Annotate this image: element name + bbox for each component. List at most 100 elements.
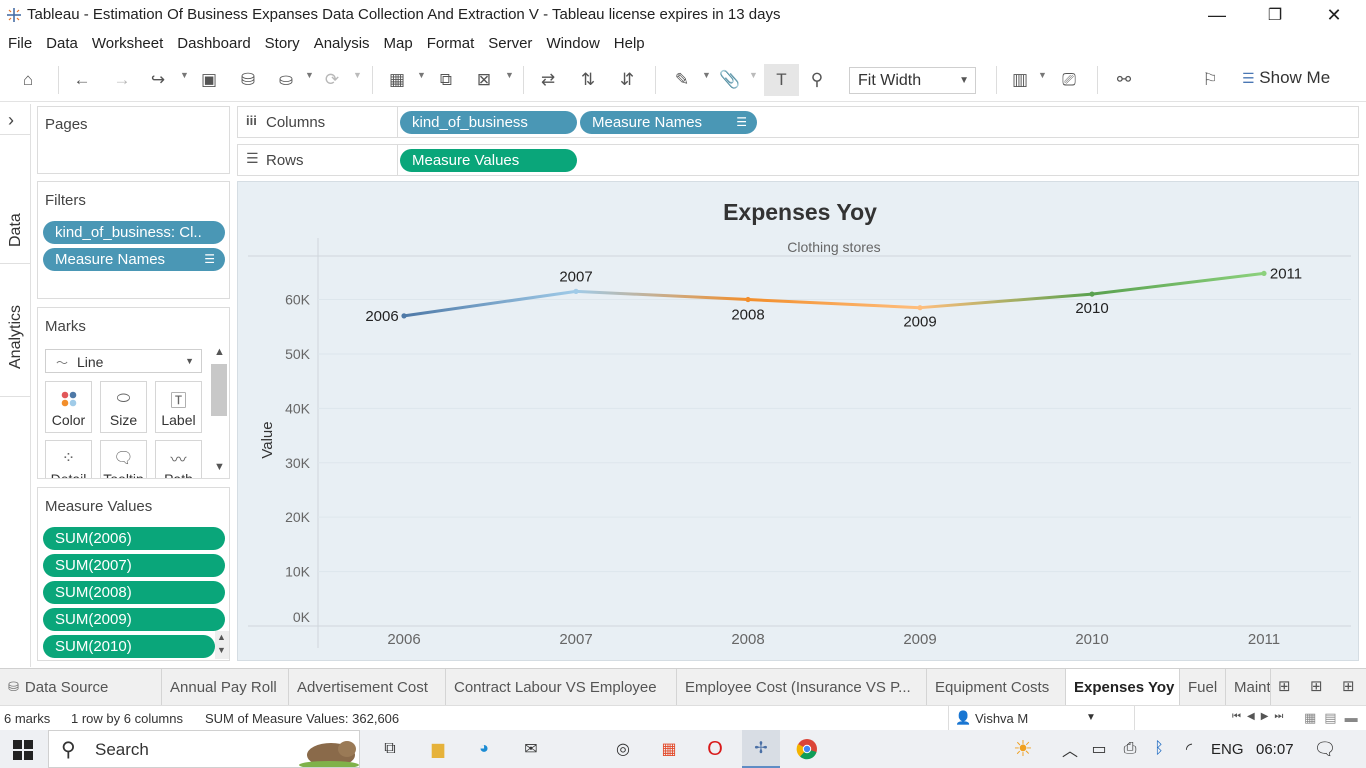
notifications-icon[interactable]: 🗨 [1313, 738, 1337, 759]
filter-pill-measure-names[interactable]: Measure Names ☰ [43, 248, 225, 271]
refresh-icon[interactable]: ⟳ [324, 70, 340, 89]
close-button[interactable]: ✕ [1326, 4, 1342, 25]
marks-label-button[interactable]: 🅃 Label [155, 381, 202, 433]
view-mode-icons[interactable]: ▦▤▬ [1304, 710, 1366, 725]
columns-shelf[interactable]: iii Columns kind_of_business Measure Nam… [237, 106, 1359, 138]
menu-format[interactable]: Format [426, 34, 475, 52]
rows-pill-measure-values[interactable]: Measure Values [400, 149, 577, 172]
camera-icon[interactable]: ⎙ [1123, 740, 1137, 757]
pause-updates-icon[interactable]: ⛀ [278, 70, 294, 89]
new-worksheet-icon[interactable]: ▦ [388, 70, 406, 89]
measure-pill[interactable]: SUM(2010) [43, 635, 215, 658]
line-segment[interactable] [574, 289, 750, 302]
marks-card[interactable]: Marks 〜 Line ▼ Color ⬭ Size 🅃 Label ⁘ De… [37, 307, 230, 479]
scroll-down-icon[interactable]: ▼ [214, 461, 225, 473]
line-segment[interactable] [1090, 271, 1266, 296]
measure-scrollbar[interactable]: ▲ ▼ [215, 631, 229, 659]
sheet-tab[interactable]: Equipment Costs [927, 669, 1066, 705]
presentation-mode-icon[interactable]: ⎚ [1062, 70, 1076, 89]
data-point[interactable] [917, 305, 923, 311]
system-tray-chevron-icon[interactable]: ︿ [1061, 743, 1078, 760]
marks-tooltip-button[interactable]: 🗨 Tooltip [100, 440, 147, 478]
menu-data[interactable]: Data [46, 34, 78, 52]
show-me-button[interactable]: ☰ Show Me [1242, 68, 1330, 88]
edge-browser-icon[interactable]: ◕ [479, 740, 489, 757]
rows-shelf[interactable]: ☰ Rows Measure Values [237, 144, 1359, 176]
file-explorer-icon[interactable]: ▆ [431, 741, 445, 758]
media-icon[interactable]: ◎ [616, 741, 630, 758]
data-point[interactable] [1261, 270, 1267, 277]
marks-color-button[interactable]: Color [45, 381, 92, 433]
sort-descending-icon[interactable]: ⇵ [619, 70, 635, 89]
opera-browser-icon[interactable]: O [707, 737, 723, 760]
new-dashboard-icon[interactable]: ⊞ [1310, 678, 1323, 695]
chrome-browser-icon[interactable] [795, 737, 819, 761]
marks-size-button[interactable]: ⬭ Size [100, 381, 147, 433]
sheet-tab[interactable]: Fuel [1180, 669, 1226, 705]
data-source-tab[interactable]: ⛁ Data Source [0, 669, 162, 705]
line-segment[interactable] [746, 298, 922, 310]
pages-card[interactable]: Pages [37, 106, 230, 174]
fit-select[interactable]: Fit Width ▼ [849, 67, 976, 94]
scrollbar-thumb[interactable] [211, 364, 227, 416]
mark-type-select[interactable]: 〜 Line ▼ [45, 349, 202, 373]
measure-pill[interactable]: SUM(2007) [43, 554, 225, 577]
show-cards-icon[interactable]: ▥ [1011, 70, 1029, 89]
line-segment[interactable] [402, 289, 578, 318]
columns-pill-measure-names[interactable]: Measure Names ☰ [580, 111, 757, 134]
taskbar-search[interactable]: ⚲ Search [48, 730, 360, 768]
sheet-tab-active[interactable]: Expenses Yoy [1066, 669, 1180, 705]
sheet-navigation-icons[interactable]: ⏮◀▶⏭ [1232, 711, 1290, 722]
bluetooth-icon[interactable]: ᛒ [1154, 740, 1164, 757]
scroll-up-icon[interactable]: ▲ [214, 346, 225, 358]
data-point[interactable] [401, 313, 407, 319]
new-worksheet-icon[interactable]: ⊞ [1278, 678, 1291, 695]
duplicate-sheet-icon[interactable]: ⧉ [439, 70, 453, 89]
tableau-taskbar-icon[interactable]: ✢ [742, 730, 780, 768]
format-painter-icon[interactable]: ⚐ [1202, 70, 1218, 89]
sheet-tab[interactable]: Annual Pay Roll [162, 669, 289, 705]
swap-rows-columns-icon[interactable]: ⇄ [540, 70, 556, 89]
marks-detail-button[interactable]: ⁘ Detail [45, 440, 92, 478]
sort-ascending-icon[interactable]: ⇅ [580, 70, 596, 89]
home-icon[interactable]: ⌂ [22, 70, 34, 89]
replay-icon[interactable]: ↪ [150, 70, 166, 89]
battery-icon[interactable]: ▭ [1091, 741, 1107, 758]
fix-axes-icon[interactable]: ⚲ [810, 70, 824, 89]
marks-scrollbar[interactable]: ▲ ▼ [210, 344, 228, 478]
columns-pill-kind-of-business[interactable]: kind_of_business [400, 111, 577, 134]
new-story-icon[interactable]: ⊞ [1342, 678, 1355, 695]
store-icon[interactable]: ▦ [661, 741, 677, 758]
measure-values-card[interactable]: Measure Values SUM(2006) SUM(2007) SUM(2… [37, 487, 230, 661]
expand-panel-icon[interactable]: › [8, 110, 14, 130]
mail-icon[interactable]: ✉ [524, 741, 538, 758]
maximize-button[interactable]: ❐ [1267, 7, 1283, 24]
show-mark-labels-icon[interactable]: T [764, 64, 799, 96]
measure-pill[interactable]: SUM(2009) [43, 608, 225, 631]
sheet-tab[interactable]: Maint [1226, 669, 1271, 705]
line-segment[interactable] [918, 292, 1094, 310]
user-select[interactable]: 👤 Vishva M ▼ [948, 706, 1135, 730]
task-view-icon[interactable]: ⧉ [384, 740, 396, 757]
menu-story[interactable]: Story [264, 34, 300, 52]
new-data-source-icon[interactable]: ⛁ [240, 70, 256, 89]
highlight-icon[interactable]: ✎ [674, 70, 690, 89]
data-point[interactable] [745, 296, 751, 303]
measure-pill[interactable]: SUM(2008) [43, 581, 225, 604]
sheet-tab[interactable]: Advertisement Cost [289, 669, 446, 705]
data-tab[interactable]: Data [0, 134, 31, 264]
windows-start-icon[interactable] [13, 740, 33, 760]
menu-analysis[interactable]: Analysis [313, 34, 370, 52]
data-point[interactable] [573, 288, 579, 294]
language-indicator[interactable]: ENG [1211, 741, 1244, 758]
measure-pill[interactable]: SUM(2006) [43, 527, 225, 550]
menu-map[interactable]: Map [383, 34, 413, 52]
chart-panel[interactable]: Expenses Yoy Clothing stores Value 0K 10K… [237, 181, 1359, 661]
scroll-down-icon[interactable]: ▼ [217, 645, 226, 655]
sheet-tab[interactable]: Contract Labour VS Employee [446, 669, 677, 705]
analytics-tab[interactable]: Analytics [0, 265, 31, 397]
menu-window[interactable]: Window [546, 34, 600, 52]
minimize-button[interactable]: — [1208, 4, 1226, 25]
group-members-icon[interactable]: 📎 [719, 70, 741, 89]
menu-help[interactable]: Help [613, 34, 645, 52]
